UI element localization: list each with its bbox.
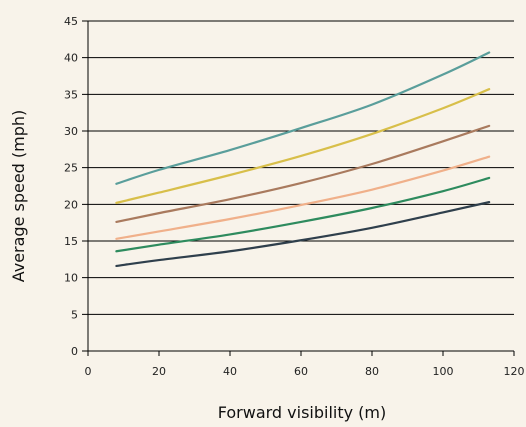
series-line-3 — [115, 124, 491, 224]
x-tick-labels: 0 20 40 60 80 100 120 — [85, 365, 525, 378]
y-tick-label: 5 — [71, 308, 78, 321]
x-tick-label: 0 — [85, 365, 92, 378]
x-tick-label: 40 — [223, 365, 237, 378]
y-tick-label: 25 — [64, 162, 78, 175]
y-tick-label: 10 — [64, 272, 78, 285]
y-tick-label: 35 — [64, 88, 78, 101]
axes — [87, 21, 515, 356]
x-tick-label: 80 — [365, 365, 379, 378]
series-line-2 — [115, 88, 491, 204]
x-axis-title: Forward visibility (m) — [218, 403, 387, 422]
series-line-6 — [115, 201, 491, 268]
x-tick-label: 120 — [504, 365, 525, 378]
x-tick-label: 60 — [294, 365, 308, 378]
y-tick-labels: 0 5 10 15 20 25 30 35 40 45 — [64, 15, 78, 358]
grid-lines — [82, 20, 514, 352]
x-tick-label: 100 — [433, 365, 454, 378]
y-tick-label: 45 — [64, 15, 78, 28]
y-axis-title: Average speed (mph) — [9, 110, 28, 283]
series-line-1 — [115, 51, 491, 185]
y-tick-label: 30 — [64, 125, 78, 138]
y-tick-label: 20 — [64, 198, 78, 211]
x-tick-label: 20 — [152, 365, 166, 378]
y-tick-label: 40 — [64, 52, 78, 65]
series-line-4 — [115, 155, 491, 240]
series-lines — [115, 51, 491, 268]
y-tick-label: 0 — [71, 345, 78, 358]
series-line-5 — [115, 176, 491, 253]
y-tick-label: 15 — [64, 235, 78, 248]
